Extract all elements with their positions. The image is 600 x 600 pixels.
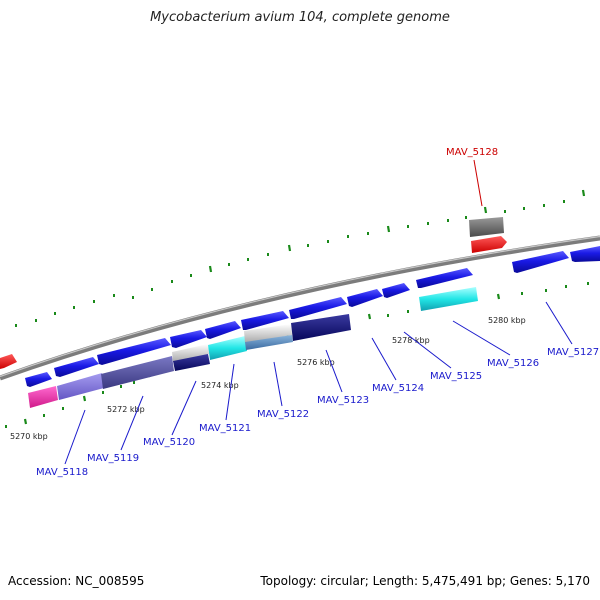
gene-label-mav-5125[interactable]: MAV_5125 (430, 371, 482, 382)
gene-arrow (97, 338, 171, 365)
tick-label: 5274 kbp (201, 381, 239, 390)
label-leaders (64, 301, 573, 465)
tick-labels: 5270 kbp 5272 kbp 5274 kbp 5276 kbp 5278… (10, 316, 526, 441)
gene-arrow (170, 330, 207, 348)
gene-label-mav-5123[interactable]: MAV_5123 (317, 395, 369, 406)
tick-track-major (23, 293, 501, 425)
gene-label-mav-5120[interactable]: MAV_5120 (143, 437, 195, 448)
gene-arrow (347, 289, 383, 307)
gene-arrow (416, 268, 473, 288)
gene-arrow (241, 311, 289, 330)
genome-backbone (0, 235, 600, 381)
accession-text: Accession: NC_008595 (8, 574, 145, 588)
gene-arrow (205, 321, 241, 339)
feature-blocks (28, 217, 507, 408)
tick-track-outer (15, 200, 565, 327)
gene-label-mav-5128[interactable]: MAV_5128 (446, 147, 498, 158)
gene-label-mav-5121[interactable]: MAV_5121 (199, 423, 251, 434)
gene-labels: MAV_5118 MAV_5119 MAV_5120 MAV_5121 MAV_… (36, 147, 599, 478)
tick-label: 5270 kbp (10, 432, 48, 441)
gene-arrow (0, 354, 17, 369)
gene-label-mav-5119[interactable]: MAV_5119 (87, 453, 139, 464)
gene-label-mav-5122[interactable]: MAV_5122 (257, 409, 309, 420)
gene-arrow (289, 297, 347, 319)
forward-genes (0, 246, 600, 387)
gene-label-mav-5126[interactable]: MAV_5126 (487, 358, 539, 369)
tick-track-outer-major (208, 189, 586, 273)
gene-label-mav-5124[interactable]: MAV_5124 (372, 383, 424, 394)
gene-arrow (570, 246, 600, 262)
gene-arrow (54, 357, 99, 377)
tick-label: 5272 kbp (107, 405, 145, 414)
genome-summary: Topology: circular; Length: 5,475,491 bp… (260, 574, 590, 588)
gene-label-mav-5127[interactable]: MAV_5127 (547, 347, 599, 358)
map-title: Mycobacterium avium 104, complete genome (150, 10, 450, 25)
gene-arrow (382, 283, 410, 298)
gene-arrow (25, 372, 52, 387)
gene-label-mav-5118[interactable]: MAV_5118 (36, 467, 88, 478)
tick-label: 5276 kbp (297, 358, 335, 367)
tick-label: 5278 kbp (392, 336, 430, 345)
tick-track-minor (5, 282, 589, 428)
highlight-leader (473, 159, 483, 207)
gene-arrow (512, 251, 569, 273)
tick-label: 5280 kbp (488, 316, 526, 325)
